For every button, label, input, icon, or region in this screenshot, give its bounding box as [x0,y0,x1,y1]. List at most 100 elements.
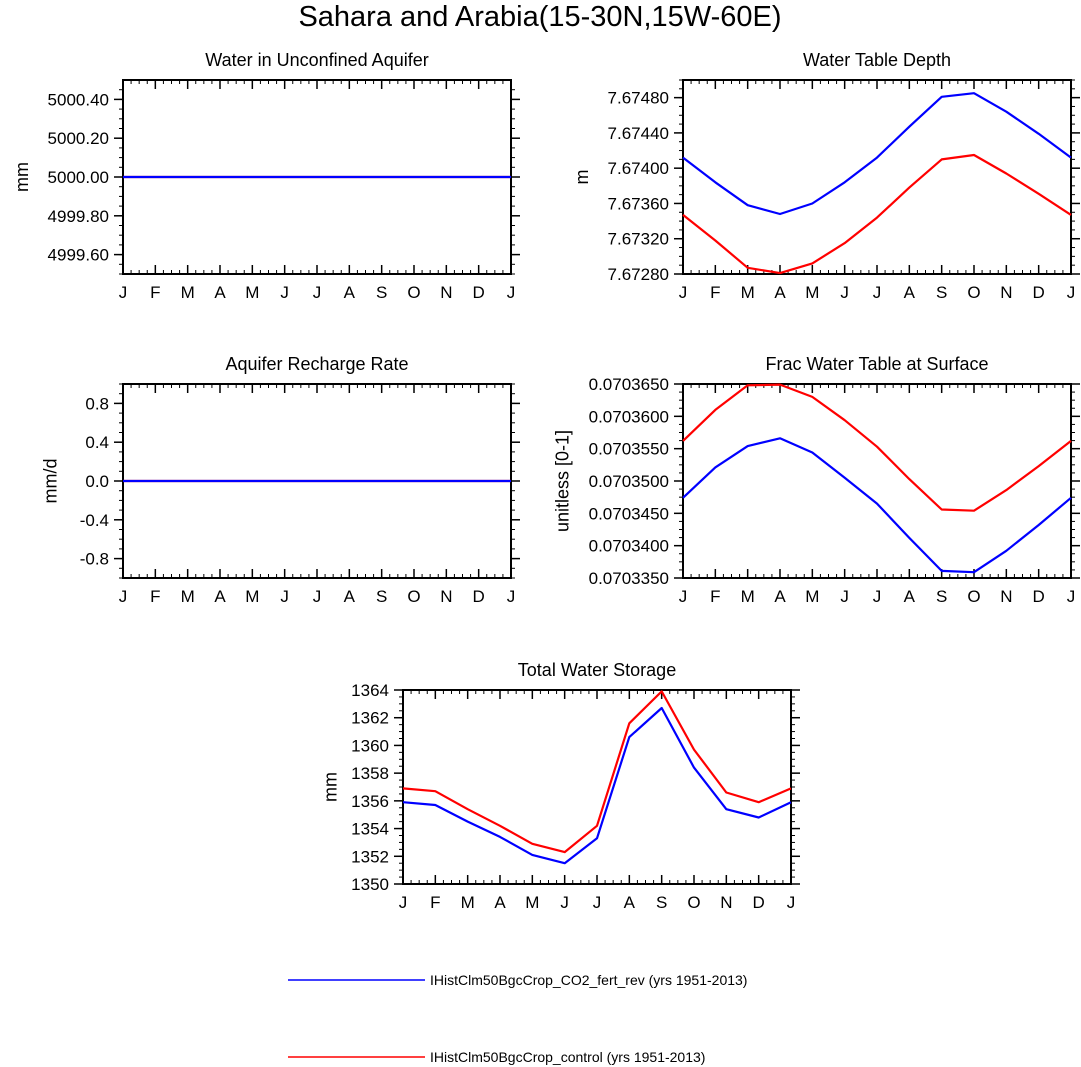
series-line [682,437,1072,574]
y-tick-label: 7.67400 [608,159,669,178]
y-tick-label: 0.0703650 [589,375,669,394]
y-tick-label: 0.0703600 [589,407,669,426]
x-tick-label: S [376,587,387,606]
x-tick-label: M [741,587,755,606]
x-tick-label: J [679,587,688,606]
x-tick-label: A [344,587,356,606]
x-tick-label: J [679,283,688,302]
legend-label: IHistClm50BgcCrop_control (yrs 1951-2013… [430,1049,705,1065]
y-tick-label: 7.67360 [608,194,669,213]
x-tick-label: S [936,283,947,302]
y-tick-label: 1352 [351,847,389,866]
x-tick-label: M [245,283,259,302]
y-tick-label: 5000.20 [48,129,109,148]
x-tick-label: N [720,893,732,912]
y-tick-label: 1364 [351,681,389,700]
x-tick-label: D [473,283,485,302]
x-tick-label: J [313,587,322,606]
series-line [402,690,792,854]
x-tick-label: J [787,893,796,912]
panel-title: Frac Water Table at Surface [765,354,988,374]
x-tick-label: M [805,283,819,302]
y-axis-label: mm [321,772,341,802]
x-tick-label: J [507,587,516,606]
series-line [682,153,1072,275]
legend-label: IHistClm50BgcCrop_CO2_fert_rev (yrs 1951… [430,972,747,988]
x-tick-label: M [461,893,475,912]
y-axis-label: unitless [0-1] [553,430,573,532]
series-line [682,383,1072,512]
x-tick-label: N [440,283,452,302]
panel-title: Water in Unconfined Aquifer [205,50,428,70]
x-tick-label: N [1000,587,1012,606]
plot-frame [402,689,792,885]
y-tick-label: 4999.60 [48,246,109,265]
x-tick-label: M [741,283,755,302]
x-tick-label: J [560,893,569,912]
x-tick-label: A [904,283,916,302]
x-tick-label: D [1033,587,1045,606]
x-tick-label: M [805,587,819,606]
x-tick-label: J [280,283,289,302]
x-tick-label: F [150,283,160,302]
x-tick-label: J [840,283,849,302]
x-tick-label: N [440,587,452,606]
x-tick-label: A [774,587,786,606]
plot-frame [682,383,1072,579]
y-tick-label: -0.4 [80,511,109,530]
x-tick-label: J [840,587,849,606]
x-tick-label: O [967,587,980,606]
x-tick-label: A [214,283,226,302]
x-tick-label: A [494,893,506,912]
x-tick-label: D [473,587,485,606]
x-tick-label: O [967,283,980,302]
x-tick-label: A [214,587,226,606]
series-line [682,92,1072,216]
y-tick-label: 1362 [351,709,389,728]
x-tick-label: A [774,283,786,302]
y-tick-label: 7.67480 [608,89,669,108]
y-tick-label: 0.0703350 [589,569,669,588]
y-tick-label: 0.0703500 [589,472,669,491]
y-axis-label: mm [12,162,32,192]
figure-title: Sahara and Arabia(15-30N,15W-60E) [298,1,781,33]
y-tick-label: 0.0703550 [589,440,669,459]
y-tick-label: 1356 [351,792,389,811]
y-tick-label: 5000.40 [48,90,109,109]
y-tick-label: 1354 [351,820,389,839]
x-tick-label: M [525,893,539,912]
y-tick-label: 0.8 [85,394,109,413]
y-tick-label: 0.0703400 [589,537,669,556]
x-tick-label: M [245,587,259,606]
x-tick-label: D [1033,283,1045,302]
x-tick-label: F [710,587,720,606]
x-tick-label: S [936,587,947,606]
x-tick-label: J [873,587,882,606]
x-tick-label: D [753,893,765,912]
y-tick-label: 0.0 [85,472,109,491]
x-tick-label: O [407,587,420,606]
x-tick-label: J [873,283,882,302]
x-tick-label: J [313,283,322,302]
x-tick-label: O [407,283,420,302]
y-tick-label: 7.67320 [608,230,669,249]
y-tick-label: -0.8 [80,550,109,569]
x-tick-label: A [344,283,356,302]
y-tick-label: 7.67280 [608,265,669,284]
x-tick-label: J [119,283,128,302]
y-axis-label: m [572,170,592,185]
x-tick-label: J [507,283,516,302]
x-tick-label: J [1067,587,1076,606]
x-tick-label: J [593,893,602,912]
panel-title: Aquifer Recharge Rate [225,354,408,374]
y-tick-label: 0.0703450 [589,504,669,523]
x-tick-label: J [399,893,408,912]
x-tick-label: N [1000,283,1012,302]
panel-title: Water Table Depth [803,50,951,70]
